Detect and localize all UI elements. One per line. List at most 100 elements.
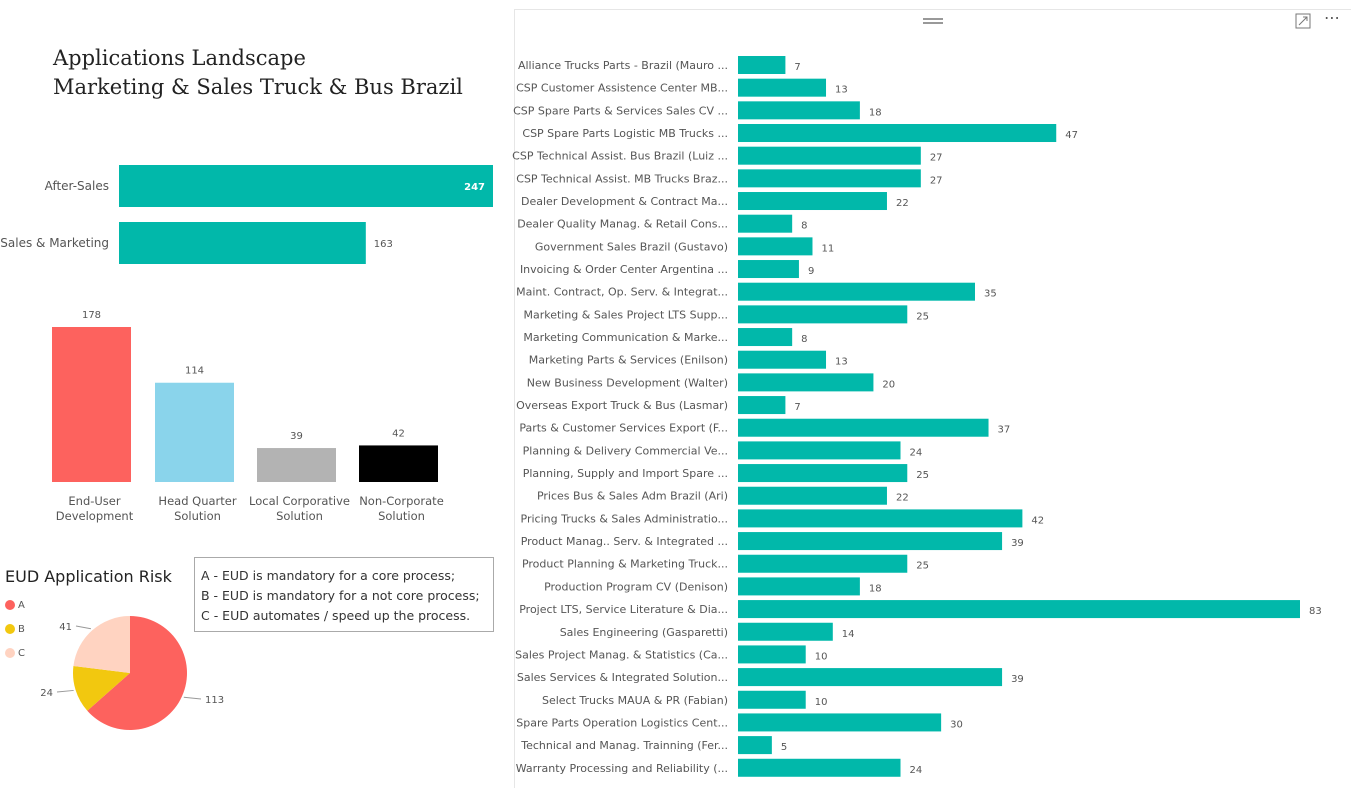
pie-legend-item-b[interactable]: B (5, 622, 25, 636)
bar (738, 169, 921, 188)
legend-dot-c (5, 648, 15, 658)
bar (738, 509, 1023, 528)
segment-bar-chart: After-Sales 247 Sales & Marketing 163 (0, 165, 493, 264)
department-bar-chart: Alliance Trucks Parts - Brazil (Mauro ..… (512, 56, 1322, 777)
data-label: 42 (1031, 515, 1044, 526)
data-label: 8 (801, 334, 807, 345)
category-label: Solution (378, 509, 425, 523)
drag-handle-icon[interactable] (923, 18, 943, 24)
data-label: 42 (392, 428, 405, 439)
bar (738, 237, 813, 256)
category-label: Maint. Contract, Op. Serv. & Integrat... (516, 286, 728, 299)
category-label: Select Trucks MAUA & PR (Fabian) (542, 694, 728, 707)
data-label: 39 (290, 431, 303, 442)
data-label: 7 (794, 62, 800, 73)
legend-dot-a (5, 600, 15, 610)
category-label: Alliance Trucks Parts - Brazil (Mauro ..… (518, 59, 728, 72)
category-label: Sales Services & Integrated Solution... (517, 671, 728, 684)
bar (738, 554, 908, 573)
bar (738, 600, 1300, 619)
data-label: 47 (1065, 130, 1078, 141)
category-label: Marketing Communication & Marke... (523, 331, 728, 344)
category-label: Production Program CV (Denison) (544, 580, 728, 593)
bar (738, 328, 793, 347)
note-line-c: C - EUD automates / speed up the process… (201, 608, 471, 623)
report-title-line2: Marketing & Sales Truck & Bus Brazil (53, 75, 463, 99)
bar (738, 214, 793, 233)
category-label: Product Planning & Marketing Truck... (522, 558, 728, 571)
data-label: 25 (916, 470, 929, 481)
category-label: Overseas Export Truck & Bus (Lasmar) (516, 399, 728, 412)
data-label: 27 (930, 153, 943, 164)
bar (738, 736, 772, 755)
category-label: CSP Customer Assistence Center MB... (516, 82, 728, 95)
bar (738, 668, 1003, 687)
data-label: 25 (916, 311, 929, 322)
pie-legend-item-c[interactable]: C (5, 646, 25, 660)
report-title-line1: Applications Landscape (53, 46, 306, 70)
data-label: 163 (374, 239, 393, 250)
category-label: Marketing & Sales Project LTS Supp... (523, 308, 728, 321)
data-label: 39 (1011, 538, 1024, 549)
legend-dot-b (5, 624, 15, 634)
data-label: 25 (916, 561, 929, 572)
category-label: After-Sales (45, 179, 109, 193)
bar (738, 146, 921, 165)
bar (738, 441, 901, 460)
note-line-b: B - EUD is mandatory for a not core proc… (201, 588, 480, 603)
data-label: 37 (998, 425, 1011, 436)
column (155, 382, 234, 482)
category-label: Parts & Customer Services Export (F... (519, 422, 728, 435)
focus-mode-icon[interactable] (1295, 13, 1311, 29)
column (257, 448, 336, 482)
column (359, 445, 438, 482)
pie-chart-title: EUD Application Risk (5, 567, 172, 586)
bar (738, 260, 799, 279)
category-label: End-User (68, 494, 120, 508)
data-label: 35 (984, 289, 997, 300)
column (52, 327, 131, 482)
more-options-icon[interactable]: ⋯ (1324, 8, 1341, 27)
category-label: Marketing Parts & Services (Enilson) (529, 354, 728, 367)
bar (738, 418, 989, 437)
category-label: Spare Parts Operation Logistics Cent... (516, 716, 728, 729)
category-label: Pricing Trucks & Sales Administratio... (521, 512, 728, 525)
bar (738, 305, 908, 324)
category-label: Sales Project Manag. & Statistics (Ca... (515, 648, 728, 661)
bar (738, 464, 908, 483)
leader-line (75, 625, 92, 630)
data-label: 39 (1011, 674, 1024, 685)
pie-legend-item-a[interactable]: A (5, 598, 25, 612)
bar (738, 124, 1057, 143)
data-label: 13 (835, 85, 848, 96)
pie-slice (73, 616, 130, 673)
category-label: Project LTS, Service Literature & Dia... (519, 603, 728, 616)
bar (738, 192, 887, 211)
data-label: 10 (815, 697, 828, 708)
category-label: New Business Development (Walter) (527, 376, 728, 389)
data-label: 113 (205, 695, 224, 706)
pie-slice (72, 665, 130, 711)
risk-notes-textbox: A - EUD is mandatory for a core process;… (194, 557, 494, 632)
bar (738, 350, 827, 369)
category-label: Sales & Marketing (0, 236, 109, 250)
data-label: 247 (464, 182, 485, 193)
bar (738, 56, 786, 74)
data-label: 178 (82, 310, 101, 321)
bar (738, 282, 975, 301)
data-label: 83 (1309, 606, 1322, 617)
category-label: CSP Technical Assist. MB Trucks Braz... (516, 172, 728, 185)
bar (119, 222, 366, 264)
bar (738, 577, 860, 596)
category-label: Prices Bus & Sales Adm Brazil (Ari) (537, 490, 728, 503)
category-label: Development (56, 509, 134, 523)
bar (738, 758, 901, 777)
bar (738, 101, 860, 120)
data-label: 41 (59, 622, 72, 633)
bar (738, 622, 833, 641)
category-label: Solution (276, 509, 323, 523)
data-label: 13 (835, 357, 848, 368)
data-label: 27 (930, 175, 943, 186)
category-label: CSP Spare Parts Logistic MB Trucks ... (522, 127, 728, 140)
